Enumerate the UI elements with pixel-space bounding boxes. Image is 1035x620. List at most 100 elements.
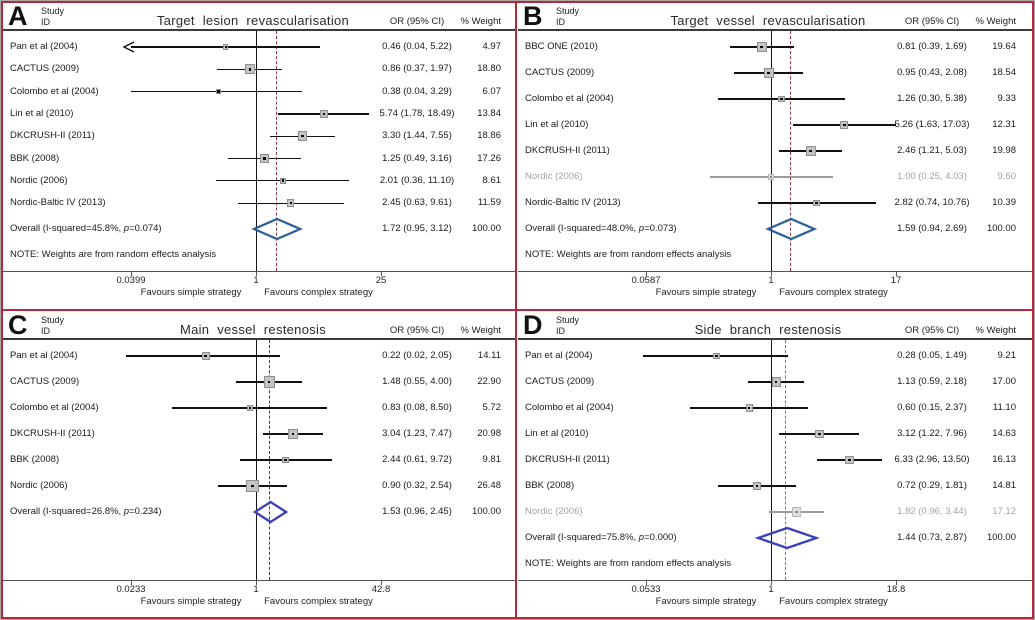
axis-tick: [256, 271, 257, 276]
effect-dot: [291, 432, 295, 436]
note-text: NOTE: Weights are from random effects an…: [525, 558, 732, 569]
or-ci-value: 3.04 (1.23, 7.47): [382, 428, 452, 439]
header-divider: [518, 338, 1034, 340]
effect-marker: [263, 376, 275, 388]
axis-tick-label-min: 0.0533: [631, 584, 661, 595]
weight-value: 5.72: [482, 402, 502, 413]
weight-value: 11.59: [477, 197, 501, 209]
axis-tick: [896, 271, 897, 276]
weight-header: % Weight: [975, 325, 1016, 336]
effect-dot: [248, 67, 252, 71]
study-header-line: Study: [41, 315, 65, 325]
overall-diamond: [252, 500, 288, 524]
or-ci-value: 0.38 (0.04, 3.29): [382, 85, 452, 97]
or-ci-value: 6.33 (2.96, 13.50): [894, 454, 970, 465]
weight-value: 17.00: [992, 376, 1016, 387]
effect-dot: [281, 179, 285, 183]
study-label: Pan et al (2004): [10, 350, 78, 361]
x-axis: [518, 271, 1034, 273]
weight-value: 14.63: [992, 428, 1016, 439]
weight-value: 14.11: [477, 350, 501, 361]
weight-value: 26.48: [477, 480, 501, 491]
effect-marker: [201, 351, 210, 361]
x-axis: [3, 271, 515, 273]
or-ci-value: 1.25 (0.49, 3.16): [382, 152, 452, 164]
x-axis: [518, 580, 1034, 582]
effect-dot: [204, 354, 207, 358]
axis-tick: [646, 580, 647, 585]
effect-marker: [279, 177, 287, 184]
effect-dot: [263, 157, 266, 160]
panel-letter: A: [8, 1, 27, 31]
weight-value: 10.39: [992, 197, 1016, 208]
overall-diamond: [765, 217, 818, 241]
study-header-line: Study: [41, 6, 65, 16]
weight-value: 12.31: [992, 119, 1016, 130]
weight-value: 17.26: [477, 152, 501, 164]
effect-marker: [813, 199, 821, 207]
study-label: DKCRUSH-II (2011): [525, 454, 610, 465]
effect-dot: [284, 458, 287, 462]
axis-tick: [646, 271, 647, 276]
or-ci-header: OR (95% CI): [389, 16, 445, 27]
favours-simple-label: Favours simple strategy: [655, 596, 757, 607]
study-label: Nordic (2006): [525, 171, 583, 182]
study-label: BBK (2008): [10, 454, 60, 465]
axis-tick-label-min: 0.0587: [631, 275, 661, 286]
or-ci-header: OR (95% CI): [904, 325, 960, 336]
effect-dot: [769, 175, 773, 179]
header-divider: [3, 29, 515, 31]
null-effect-line: [770, 340, 772, 580]
forest-rows: BBC ONE (2010) 0.81 (0.39, 1.69) 19.64 CACT…: [518, 3, 1034, 309]
study-label: BBK (2008): [10, 152, 60, 164]
weight-header: % Weight: [460, 16, 501, 27]
effect-marker: [777, 95, 785, 103]
effect-dot: [848, 458, 851, 462]
study-label: Colombo et al (2004): [10, 85, 99, 97]
axis-tick-label-one: 1: [768, 275, 774, 286]
panel-letter: C: [8, 310, 27, 340]
or-ci-value: 0.95 (0.43, 2.08): [897, 67, 967, 78]
effect-marker: [745, 404, 753, 412]
or-ci-value: 0.28 (0.05, 1.49): [897, 350, 967, 361]
panel-letter: D: [523, 310, 542, 340]
effect-marker: [805, 145, 816, 157]
weight-header: % Weight: [460, 325, 501, 336]
weight-value: 19.64: [992, 41, 1016, 52]
study-label: DKCRUSH-II (2011): [10, 428, 95, 439]
study-label: DKCRUSH-II (2011): [10, 130, 95, 142]
effect-marker: [223, 44, 229, 50]
or-ci-header: OR (95% CI): [389, 325, 445, 336]
weight-value: 16.13: [992, 454, 1016, 465]
or-ci-value: 0.81 (0.39, 1.69): [897, 41, 967, 52]
forest-rows: Pan et al (2004) 0.46 (0.04, 5.22) 4.97 CAC…: [3, 3, 515, 309]
favours-simple-label: Favours simple strategy: [140, 596, 242, 607]
overall-dashed-line: [785, 340, 787, 580]
axis-tick: [381, 580, 382, 585]
effect-dot: [251, 484, 254, 488]
effect-dot: [795, 510, 798, 514]
study-label: Nordic (2006): [10, 480, 68, 491]
effect-marker: [287, 428, 299, 440]
study-label: CACTUS (2009): [10, 376, 80, 387]
weight-value: 18.54: [992, 67, 1016, 78]
or-ci-value: 5.26 (1.63, 17.03): [894, 119, 970, 130]
axis-tick: [256, 580, 257, 585]
panel-title: Main vessel restenosis: [179, 322, 327, 337]
study-header-line: ID: [41, 325, 50, 336]
weight-value: 19.98: [992, 145, 1016, 156]
effect-dot: [767, 71, 771, 75]
study-id-header: Study ID: [41, 6, 64, 27]
note-text: NOTE: Weights are from random effects an…: [10, 249, 217, 260]
or-ci-value: 0.60 (0.15, 2.37): [897, 402, 967, 413]
or-ci-value: 1.82 (0.96, 3.44): [897, 506, 967, 517]
axis-tick: [896, 580, 897, 585]
axis-tick-label-max: 17: [890, 275, 902, 286]
study-label: CACTUS (2009): [525, 67, 595, 78]
study-id-header: Study ID: [556, 315, 579, 336]
effect-dot: [815, 201, 819, 205]
or-ci-value: 3.30 (1.44, 7.55): [382, 130, 452, 142]
overall-label: Overall (I-squared=75.8%, p=0.000): [525, 532, 677, 543]
weight-value: 100.00: [471, 223, 501, 235]
or-ci-value: 3.12 (1.22, 7.96): [897, 428, 967, 439]
